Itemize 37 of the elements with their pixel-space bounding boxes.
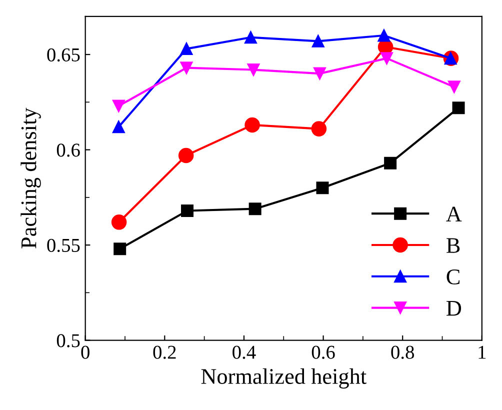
legend-label: C bbox=[446, 269, 460, 284]
legend-label: D bbox=[446, 301, 462, 316]
x-tick-label: 0 bbox=[81, 346, 90, 359]
x-tick-label: 0.8 bbox=[391, 346, 414, 359]
point bbox=[111, 214, 127, 230]
x-tick-label: 0.6 bbox=[312, 346, 335, 359]
x-tick-label: 0.2 bbox=[153, 346, 176, 359]
point bbox=[114, 242, 126, 256]
point bbox=[384, 156, 397, 170]
point bbox=[378, 29, 390, 42]
point bbox=[452, 102, 465, 114]
legend-label: B bbox=[446, 238, 460, 253]
point bbox=[380, 52, 393, 65]
legend-label: A bbox=[446, 206, 462, 222]
point bbox=[244, 31, 257, 44]
point bbox=[180, 62, 193, 74]
point bbox=[112, 100, 125, 112]
point bbox=[247, 63, 260, 76]
point bbox=[311, 121, 327, 136]
y-tick-label: 0.55 bbox=[47, 238, 80, 252]
x-tick-label: 1 bbox=[478, 346, 486, 359]
x-tick-label: 0.4 bbox=[232, 346, 256, 359]
point bbox=[312, 34, 324, 48]
point bbox=[448, 80, 460, 94]
point bbox=[112, 120, 125, 134]
point bbox=[313, 67, 326, 80]
y-tick-label: 0.5 bbox=[56, 334, 80, 348]
point bbox=[244, 117, 260, 133]
point bbox=[181, 204, 194, 217]
point bbox=[178, 148, 194, 164]
y-axis-title: Packing density bbox=[20, 108, 41, 248]
y-tick-label: 0.65 bbox=[47, 48, 80, 62]
x-axis-title: Normalized height bbox=[201, 368, 366, 389]
point bbox=[180, 42, 193, 56]
y-tick-label: 0.6 bbox=[56, 144, 80, 157]
point bbox=[316, 182, 329, 194]
point bbox=[248, 202, 262, 216]
